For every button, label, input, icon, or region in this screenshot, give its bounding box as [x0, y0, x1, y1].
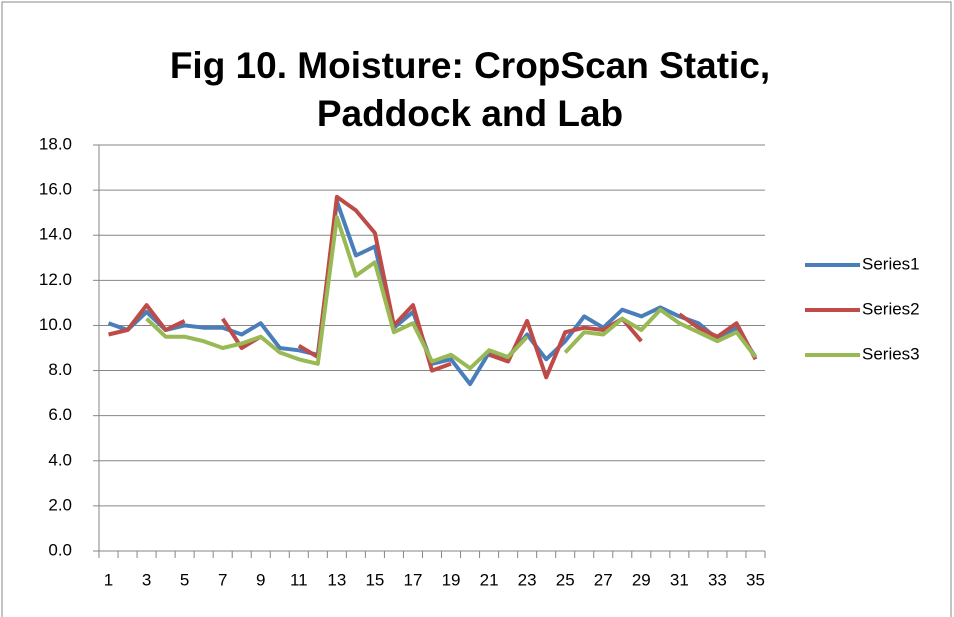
y-tick-label: 8.0: [48, 360, 72, 379]
legend-label: Series2: [862, 299, 920, 318]
y-tick-label: 12.0: [39, 270, 72, 289]
x-tick-label: 33: [708, 570, 727, 589]
y-tick-label: 4.0: [48, 450, 72, 469]
y-tick-label: 18.0: [39, 134, 72, 153]
y-tick-label: 10.0: [39, 315, 72, 334]
series-line: [108, 194, 758, 380]
x-tick-label: 21: [480, 570, 499, 589]
y-tick-label: 2.0: [48, 495, 72, 514]
series-line: [107, 199, 758, 387]
x-tick-label: 17: [404, 570, 423, 589]
series-line: [145, 215, 758, 371]
x-tick-label: 5: [180, 570, 189, 589]
x-tick-label: 35: [746, 570, 765, 589]
y-tick-label: 16.0: [39, 180, 72, 199]
x-tick-label: 31: [670, 570, 689, 589]
x-tick-label: 3: [142, 570, 151, 589]
legend-label: Series3: [862, 344, 920, 363]
y-tick-label: 14.0: [39, 225, 72, 244]
x-tick-label: 13: [327, 570, 346, 589]
x-tick-label: 19: [442, 570, 461, 589]
y-tick-label: 0.0: [48, 540, 72, 559]
x-tick-label: 7: [218, 570, 227, 589]
x-tick-label: 23: [518, 570, 537, 589]
x-tick-label: 9: [256, 570, 265, 589]
y-tick-label: 6.0: [48, 405, 72, 424]
x-tick-label: 25: [556, 570, 575, 589]
x-tick-label: 27: [594, 570, 613, 589]
x-tick-label: 15: [365, 570, 384, 589]
legend-label: Series1: [862, 254, 920, 273]
x-tick-label: 11: [290, 570, 308, 589]
x-tick-label: 1: [104, 570, 113, 589]
chart-title: Fig 10. Moisture: CropScan Static, Paddo…: [169, 45, 771, 134]
x-tick-label: 29: [632, 570, 651, 589]
